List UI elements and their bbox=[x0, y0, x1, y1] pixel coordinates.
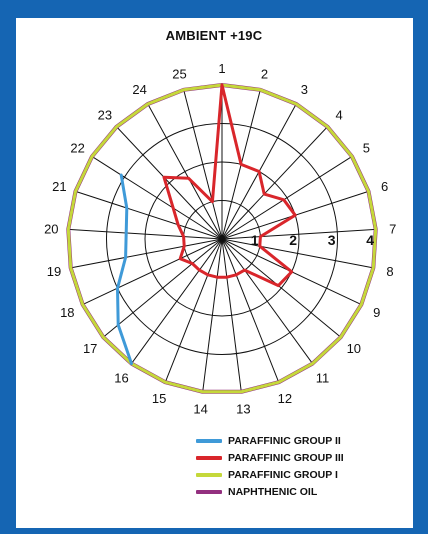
axis-label-21: 21 bbox=[52, 179, 66, 194]
grid-spoke-25 bbox=[183, 89, 223, 240]
grid-spoke-15 bbox=[164, 238, 223, 383]
legend-label-paraffinic-group-iii: PARAFFINIC GROUP III bbox=[228, 451, 344, 464]
grid-spoke-22 bbox=[91, 156, 223, 240]
grid-spoke-4 bbox=[221, 126, 328, 240]
grid-spoke-8 bbox=[221, 238, 374, 269]
axis-label-22: 22 bbox=[70, 140, 84, 155]
axis-labels: 1 234567891011121314151617181920212223242… bbox=[44, 61, 396, 417]
axis-label-23: 23 bbox=[98, 107, 112, 122]
radial-tick-2: 2 bbox=[289, 232, 297, 248]
legend: PARAFFINIC GROUP II PARAFFINIC GROUP III… bbox=[196, 432, 344, 500]
axis-label-8: 8 bbox=[386, 264, 393, 279]
legend-label-paraffinic-group-i: PARAFFINIC GROUP I bbox=[228, 468, 338, 481]
axis-label-16: 16 bbox=[114, 370, 128, 385]
axis-label-1: 1 bbox=[218, 61, 225, 76]
axis-label-10: 10 bbox=[347, 341, 361, 356]
axis-label-25: 25 bbox=[172, 66, 186, 81]
axis-label-17: 17 bbox=[83, 341, 97, 356]
axis-label-20: 20 bbox=[44, 221, 58, 236]
axis-label-4: 4 bbox=[335, 107, 342, 122]
grid-spoke-21 bbox=[75, 190, 223, 240]
grid-spoke-11 bbox=[221, 238, 313, 364]
radial-ticks: 1 2 3 4 bbox=[251, 232, 375, 248]
grid-spoke-23 bbox=[116, 126, 223, 240]
axis-label-7: 7 bbox=[389, 221, 396, 236]
radial-tick-4: 4 bbox=[366, 232, 374, 248]
axis-label-12: 12 bbox=[278, 391, 292, 406]
axis-label-2: 2 bbox=[261, 66, 268, 81]
grid-spoke-24 bbox=[147, 103, 223, 240]
legend-label-paraffinic-group-ii: PARAFFINIC GROUP II bbox=[228, 434, 341, 447]
grid-spoke-20 bbox=[68, 228, 223, 240]
axis-label-13: 13 bbox=[236, 402, 250, 417]
grid-spoke-18 bbox=[82, 238, 223, 306]
series-line-paraffinic-group-ii bbox=[116, 173, 133, 366]
axis-label-5: 5 bbox=[363, 140, 370, 155]
grid-spoke-17 bbox=[103, 238, 223, 338]
axis-label-24: 24 bbox=[132, 82, 146, 97]
axis-label-3: 3 bbox=[301, 82, 308, 97]
grid-spoke-12 bbox=[221, 238, 280, 383]
legend-item-paraffinic-group-iii: PARAFFINIC GROUP III bbox=[196, 449, 344, 466]
legend-item-naphthenic-oil: NAPHTHENIC OIL bbox=[196, 483, 344, 500]
radial-tick-1: 1 bbox=[251, 232, 259, 248]
axis-label-18: 18 bbox=[60, 305, 74, 320]
grid-spoke-19 bbox=[70, 238, 223, 269]
grid-spoke-10 bbox=[221, 238, 341, 338]
chart-title: AMBIENT +19C bbox=[165, 28, 263, 43]
legend-item-paraffinic-group-ii: PARAFFINIC GROUP II bbox=[196, 432, 344, 449]
grid-spoke-16 bbox=[131, 238, 223, 364]
axis-label-19: 19 bbox=[47, 264, 61, 279]
axis-label-6: 6 bbox=[381, 179, 388, 194]
axis-label-11: 11 bbox=[316, 370, 330, 385]
radial-tick-3: 3 bbox=[328, 232, 336, 248]
grid-spoke-13 bbox=[221, 238, 242, 392]
legend-swatch-paraffinic-group-iii bbox=[196, 455, 222, 460]
chart-panel bbox=[16, 18, 413, 528]
grid-spoke-14 bbox=[202, 238, 223, 392]
axis-label-14: 14 bbox=[193, 402, 207, 417]
legend-swatch-paraffinic-group-i bbox=[196, 472, 222, 477]
legend-swatch-paraffinic-group-ii bbox=[196, 438, 222, 443]
axis-label-9: 9 bbox=[373, 305, 380, 320]
legend-swatch-naphthenic-oil bbox=[196, 489, 222, 494]
radar-series bbox=[66, 83, 378, 394]
series-line-paraffinic-group-i bbox=[66, 83, 378, 394]
legend-item-paraffinic-group-i: PARAFFINIC GROUP I bbox=[196, 466, 344, 483]
grid-spoke-7 bbox=[221, 228, 376, 240]
grid-spoke-5 bbox=[221, 156, 353, 240]
axis-label-15: 15 bbox=[152, 391, 166, 406]
legend-label-naphthenic-oil: NAPHTHENIC OIL bbox=[228, 485, 318, 498]
series-line-paraffinic-group-iii bbox=[162, 83, 297, 288]
